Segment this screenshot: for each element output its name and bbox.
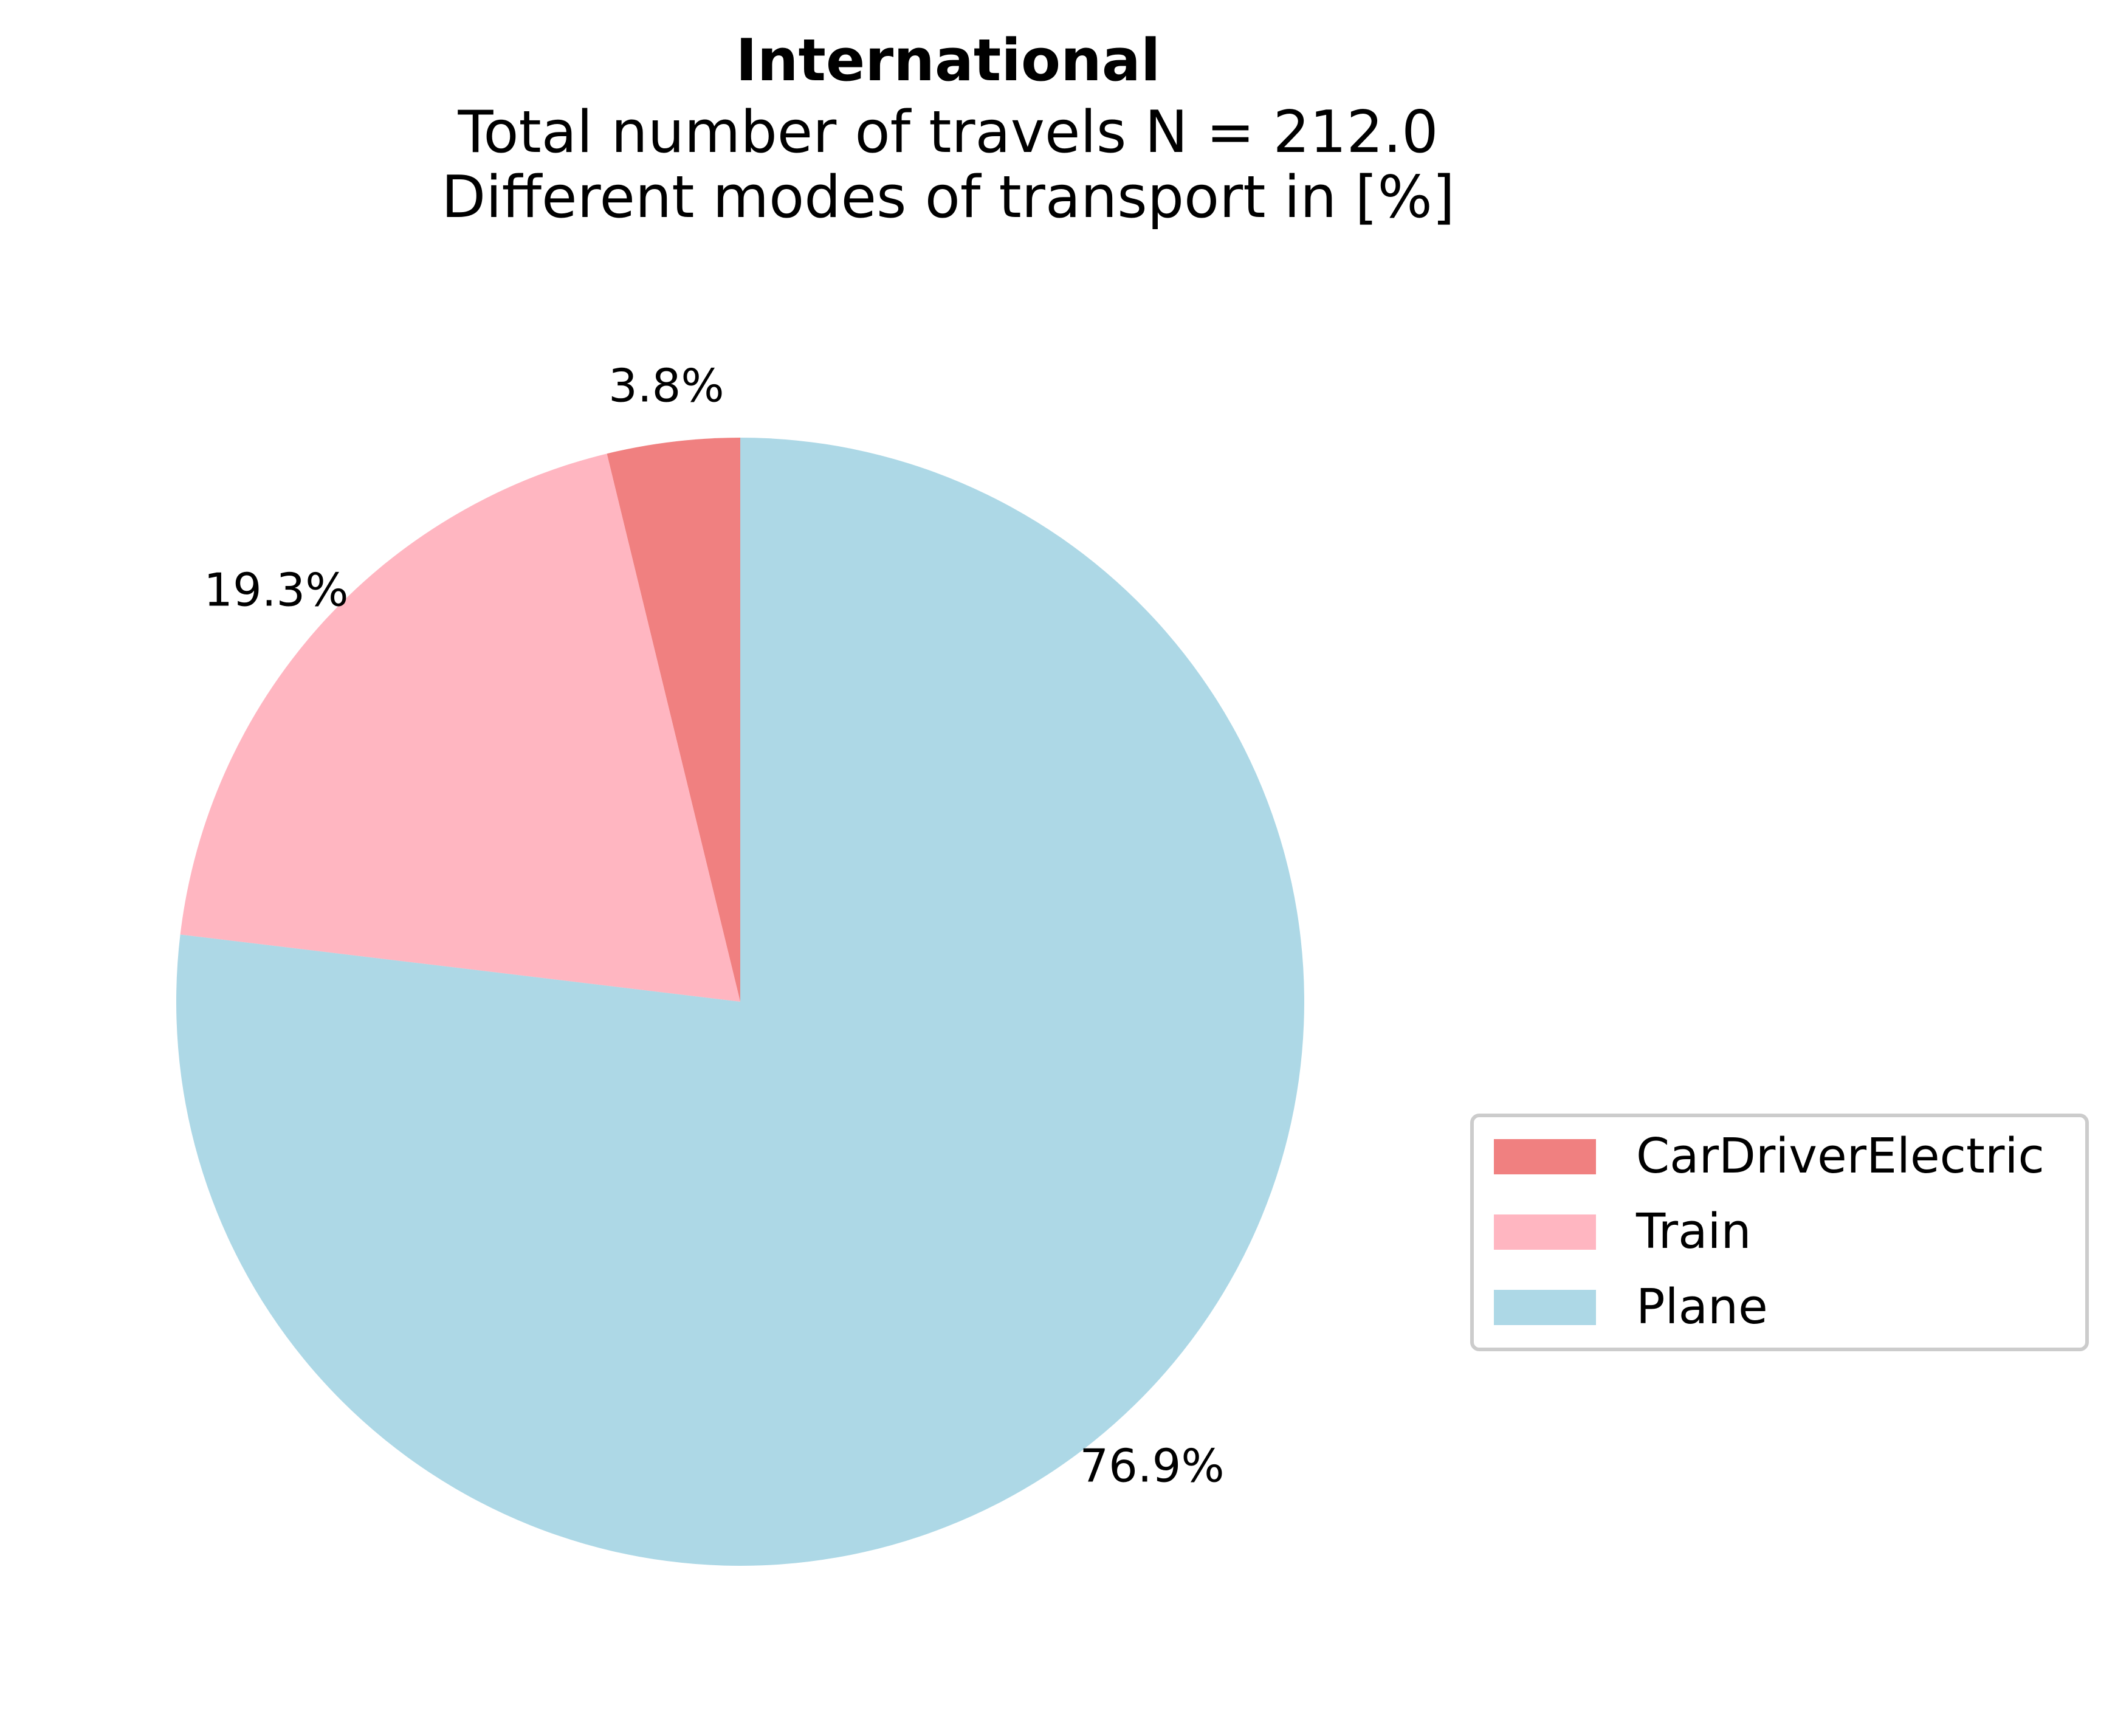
pie-label-plane: 76.9% <box>1079 1439 1224 1493</box>
legend-swatch-cardriverelectric <box>1494 1139 1596 1174</box>
legend: CarDriverElectric Train Plane <box>1470 1114 2089 1351</box>
pie-label-train: 19.3% <box>204 563 348 617</box>
legend-label-cardriverelectric: CarDriverElectric <box>1636 1128 2044 1184</box>
legend-label-plane: Plane <box>1636 1279 1768 1335</box>
pie-percent-labels: 3.8% 19.3% 76.9% <box>204 359 1224 1493</box>
pie-slice-plane <box>176 438 1304 1566</box>
chart-title-group: International Total number of travels N … <box>441 27 1455 231</box>
chart-subtitle-line-2: Different modes of transport in [%] <box>441 164 1455 231</box>
pie-label-cardriverelectric: 3.8% <box>608 359 724 413</box>
legend-label-train: Train <box>1635 1204 1752 1259</box>
legend-swatch-plane <box>1494 1290 1596 1325</box>
legend-frame <box>1470 1114 2089 1351</box>
legend-swatch-train <box>1494 1214 1596 1250</box>
pie-slice-train <box>180 453 741 1002</box>
pie-slice-cardriverelectric <box>607 438 740 1002</box>
pie-slices <box>176 438 1304 1566</box>
chart-title: International <box>736 27 1161 94</box>
chart-subtitle-line-1: Total number of travels N = 212.0 <box>457 99 1438 166</box>
